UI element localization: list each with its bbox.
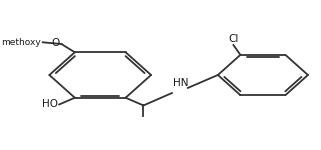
Text: Cl: Cl — [228, 34, 239, 44]
Text: HN: HN — [173, 78, 188, 88]
Text: O: O — [52, 38, 60, 48]
Text: HO: HO — [42, 99, 58, 110]
Text: methoxy: methoxy — [2, 38, 41, 47]
